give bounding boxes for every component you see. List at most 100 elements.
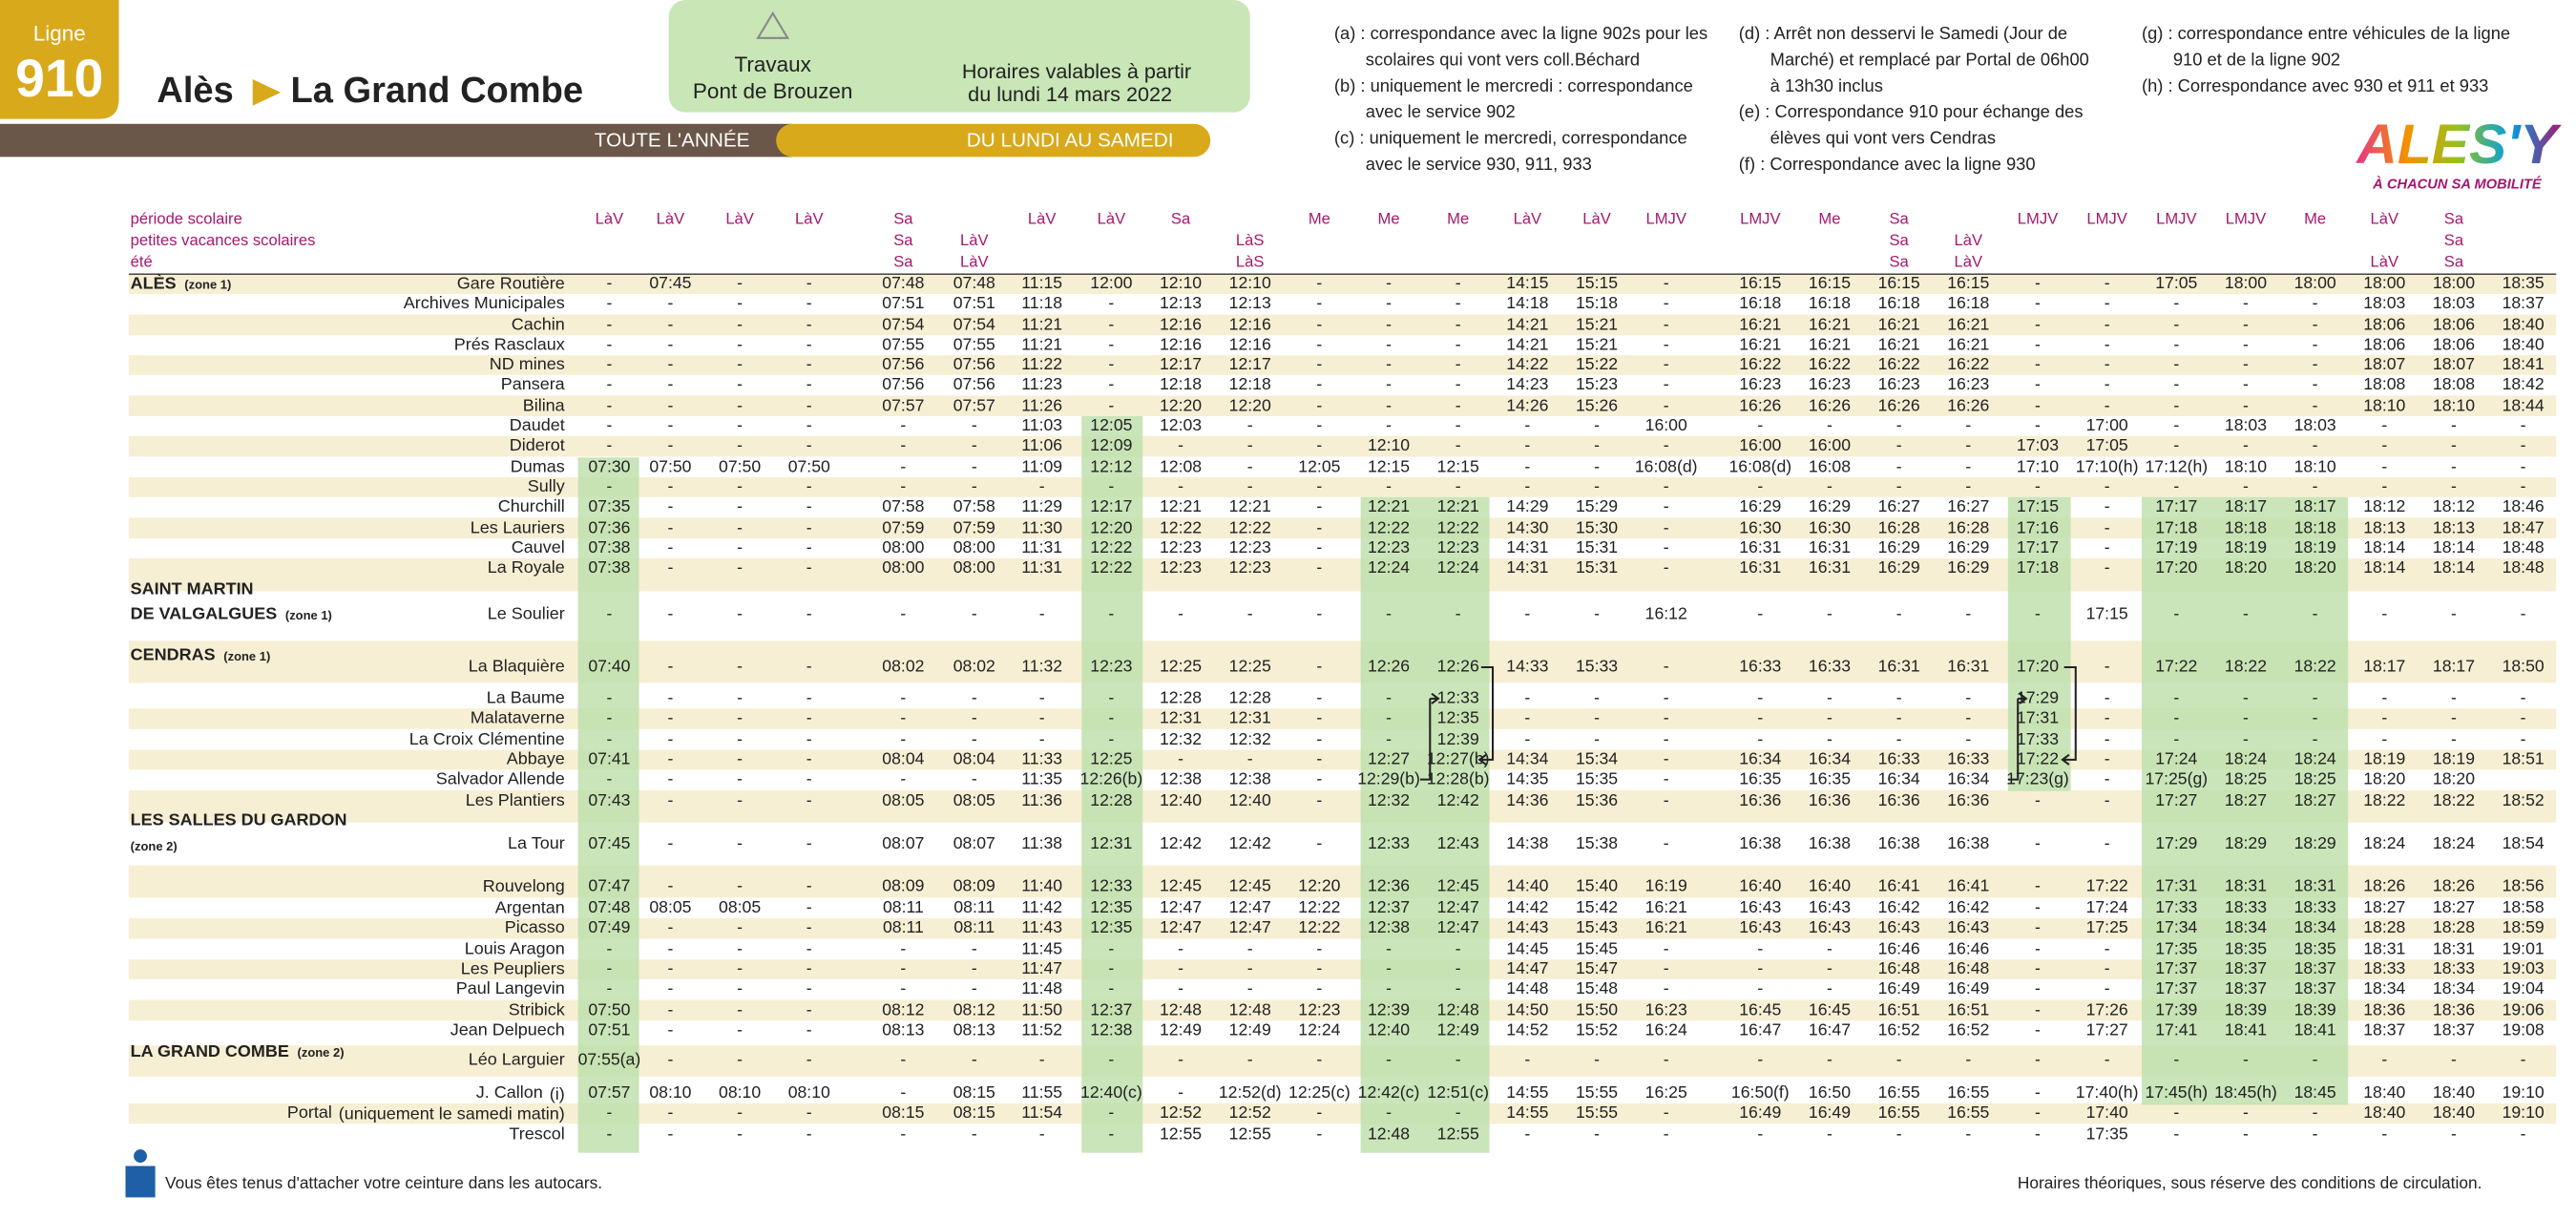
departure-time: 07:56 [882,354,924,373]
departure-time: - [900,729,906,748]
departure-time: - [1178,1049,1183,1068]
departure-time: - [1827,603,1833,622]
day-type: Sa [1171,210,1191,228]
departure-time: 11:31 [1021,557,1062,577]
departure-time: 14:33 [1506,657,1548,676]
departure-time: 16:29 [1947,537,1989,556]
departure-time: - [737,315,743,334]
departure-time: 12:48 [1160,1000,1202,1019]
departure-time: - [1178,938,1183,957]
departure-time: - [1757,415,1763,434]
stop-name: Cachin [512,315,565,334]
departure-time: 12:28 [1090,790,1132,809]
departure-time: - [1456,603,1461,622]
departure-time: - [1896,435,1902,454]
departure-time: 11:21 [1021,315,1062,334]
departure-time: 12:15 [1437,456,1479,475]
icon-part [134,1149,147,1164]
departure-time: 15:38 [1576,833,1618,852]
departure-time: 18:20 [2433,768,2475,788]
departure-time: - [2105,476,2110,495]
departure-time: 11:40 [1021,876,1062,895]
departure-time: - [1664,1124,1669,1143]
departure-time: 18:03 [2294,415,2336,434]
day-type: LàV [1028,210,1057,228]
departure-time: 12:10 [1160,273,1202,292]
departure-time: 12:33 [1368,833,1410,852]
departure-time: 14:26 [1506,395,1548,414]
departure-time: - [1664,707,1669,726]
departure-time: 16:28 [1878,517,1920,536]
departure-time: 12:47 [1437,897,1479,916]
day-type: Sa [1889,231,1909,249]
departure-time: - [1664,657,1669,676]
departure-time: 07:56 [953,354,995,373]
departure-time: 16:33 [1809,657,1851,676]
departure-time: 12:10 [1368,435,1410,454]
departure-time: - [737,768,743,788]
departure-time: - [737,833,743,852]
departure-time: 19:03 [2503,958,2545,977]
departure-time: 16:43 [1809,917,1851,936]
departure-time: 15:43 [1576,917,1618,936]
departure-time: - [1247,958,1253,977]
departure-time: 18:50 [2503,657,2545,676]
departure-time: 18:20 [2225,557,2267,577]
day-type: LàV [657,210,685,228]
day-type: LMJV [1645,210,1686,228]
departure-time: 12:23 [1229,557,1271,577]
departure-time: 12:55 [1437,1124,1479,1143]
departure-time: 16:51 [1878,1000,1920,1019]
departure-time: - [2105,749,2110,768]
departure-time: 11:32 [1021,657,1062,676]
departure-time: 12:21 [1160,496,1202,515]
departure-time: - [1965,729,1971,748]
departure-time: 12:26 [1368,657,1410,676]
departure-time: - [1896,1049,1902,1068]
departure-time: - [667,315,673,334]
departure-time: - [1524,456,1530,475]
stop-name: Les Lauriers [471,517,565,536]
departure-time: - [1039,1049,1045,1068]
day-type: LMJV [1740,210,1780,228]
stop-name: Daudet [510,415,565,434]
departure-time: 11:15 [1021,273,1062,292]
departure-time: 12:40 [1229,790,1271,809]
departure-time: - [1757,688,1763,707]
departure-time: 15:55 [1576,1082,1618,1102]
departure-time: - [1965,415,1971,434]
departure-time: 14:21 [1506,315,1548,334]
highlight [577,457,639,1153]
departure-time: - [2313,354,2318,373]
stop-name: Dumas [511,456,565,475]
departure-time: - [2035,1124,2041,1143]
departure-time: - [667,688,673,707]
stop-name: Archives Municipales [404,293,565,312]
departure-time: 12:42(c) [1358,1082,1420,1102]
departure-time: - [2521,707,2526,726]
departure-time: 16:18 [1809,293,1851,312]
departure-time: - [1316,688,1322,707]
band-left-text: TOUTE L'ANNÉE [595,129,750,151]
departure-time: 16:52 [1947,1019,1989,1039]
departure-time: - [1386,958,1392,977]
departure-time: - [1108,938,1114,957]
departure-time: 17:22 [2086,876,2128,895]
departure-time: 08:05 [882,790,924,809]
departure-time: 15:31 [1576,557,1618,577]
departure-time: 17:31 [2155,876,2197,895]
departure-time: 17:18 [2017,557,2059,577]
validity: du lundi 14 mars 2022 [968,82,1172,106]
departure-time: 18:37 [2225,958,2267,977]
departure-time: 07:51 [882,293,924,312]
departure-time: 17:15 [2086,603,2128,622]
departure-time: 17:10 [2017,456,2059,475]
departure-time: - [1757,729,1763,748]
departure-time: 12:38 [1090,1019,1132,1039]
highlight [1360,496,1490,1153]
departure-time: 07:49 [588,917,630,936]
departure-time: 18:34 [2294,917,2336,936]
departure-time: - [2451,688,2457,707]
departure-time: - [1664,537,1669,556]
departure-time: 08:07 [882,833,924,852]
